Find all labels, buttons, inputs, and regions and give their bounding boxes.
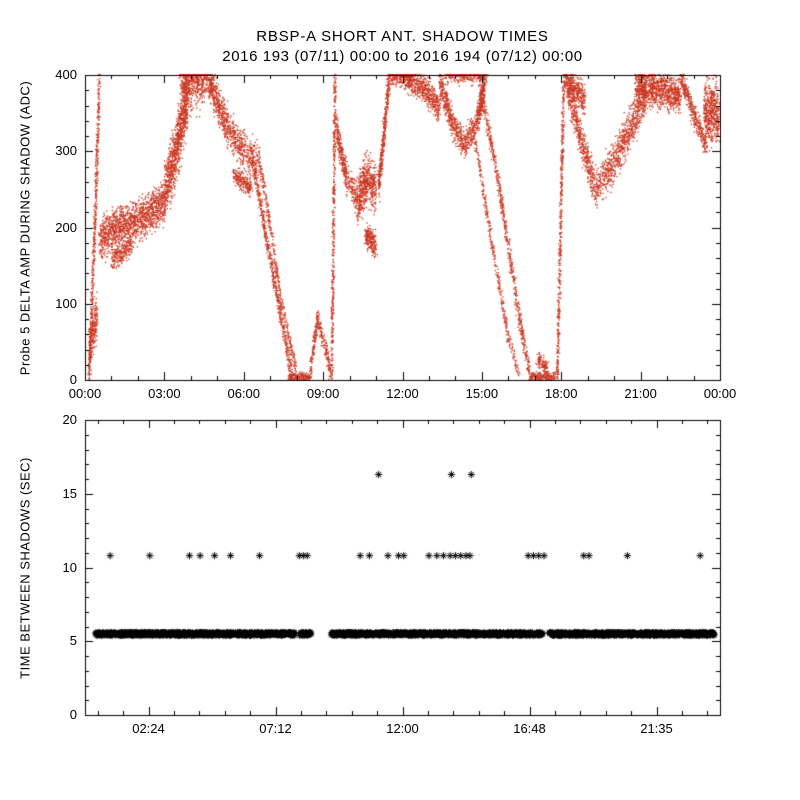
x-tick-label: 16:48 (513, 721, 546, 736)
y-tick-label: 200 (55, 219, 77, 235)
x-tick-label: 09:00 (306, 386, 340, 401)
x-tick-label: 00:00 (68, 386, 102, 401)
x-tick-label: 02:24 (132, 721, 165, 736)
y-tick-label: 300 (55, 143, 77, 159)
chart-title: RBSP-A SHORT ANT. SHADOW TIMES (256, 28, 549, 45)
x-tick-label: 00:00 (703, 386, 737, 401)
y-tick-label: 15 (62, 485, 77, 501)
y-tick-label: 0 (69, 372, 77, 387)
y-tick-label: 10 (62, 559, 77, 575)
y-tick-label: 100 (55, 295, 77, 311)
x-tick-label: 06:00 (227, 386, 261, 401)
x-tick-label: 12:00 (386, 386, 419, 401)
chart-subtitle: 2016 193 (07/11) 00:00 to 2016 194 (07/1… (222, 48, 583, 65)
x-tick-label: 07:12 (259, 721, 292, 736)
y-tick-label: 5 (69, 633, 77, 649)
x-tick-label: 21:00 (624, 386, 657, 401)
x-tick-label: 21:35 (640, 721, 673, 736)
x-tick-label: 12:00 (386, 721, 419, 736)
y-tick-label: 0 (69, 707, 77, 722)
y-tick-label: 20 (62, 412, 77, 427)
x-tick-label: 03:00 (148, 386, 181, 401)
y-tick-label: 400 (55, 67, 77, 82)
x-tick-label: 15:00 (465, 386, 499, 401)
x-tick-label: 18:00 (544, 386, 578, 401)
